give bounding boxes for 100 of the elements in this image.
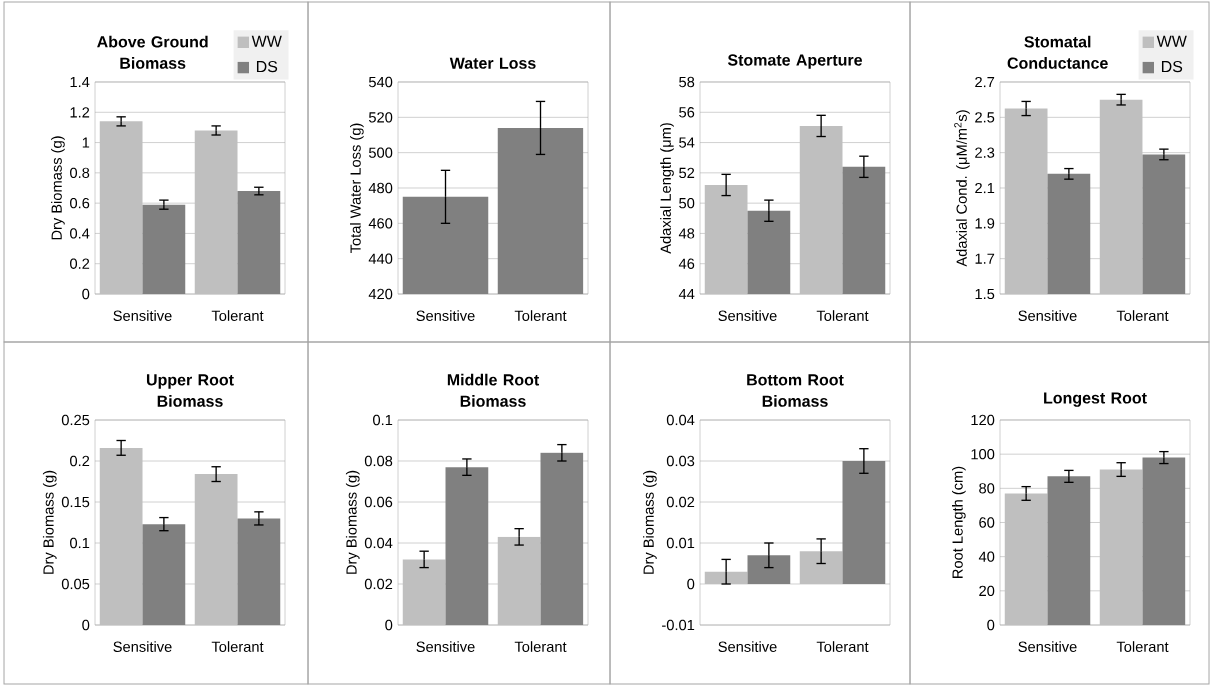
y-tick-label: 0.02 [666,496,695,508]
y-tick-label: 2.7 [975,76,995,88]
chart-title: Stomate Aperture [727,54,863,69]
y-tick-label: 0.04 [364,537,393,549]
y-tick-label: 1.7 [975,253,995,264]
x-tick-label: Tolerant [1116,641,1169,652]
y-tick-label: 46 [678,258,695,269]
y-tick-label: 48 [678,228,695,239]
bar [799,551,843,584]
y-tick-label: 1.2 [70,107,90,118]
y-tick-label: 0.05 [61,578,90,590]
y-tick-label: 0 [82,619,90,631]
y-tick-label: 540 [368,76,393,88]
y-tick-label: -0.01 [662,619,695,631]
y-axis-title: Dry Biomass (g) [345,470,360,574]
y-tick-label: 2.1 [975,182,995,194]
x-tick-label: Sensitive [1018,310,1077,321]
y-tick-label: 0.03 [666,455,695,467]
y-tick-label: 0.2 [70,455,90,467]
y-tick-label: 0.6 [70,197,90,209]
x-tick-label: Tolerant [1116,310,1169,321]
y-tick-label: 80 [979,483,995,494]
y-tick-label: 58 [679,76,695,88]
y-tick-label: 52 [679,167,695,179]
y-tick-label: 0.2 [70,258,90,269]
y-tick-label: 0.1 [373,414,393,426]
y-tick-label: 60 [979,517,995,528]
chart-title: Bottom Root Biomass [747,374,844,407]
y-tick-label: 1.4 [70,76,90,88]
bar [747,555,791,584]
x-tick-label: Sensitive [113,310,172,321]
chart-title: Water Loss [449,57,536,69]
x-tick-label: Sensitive [718,310,777,321]
y-tick-label: 2.5 [975,112,995,123]
bar [402,559,446,625]
bar [445,467,489,625]
bar [237,191,281,294]
y-tick-label: 100 [971,448,995,460]
x-tick-label: Tolerant [514,310,567,321]
bar [540,452,584,625]
y-axis-title: Total Water Loss (g) [350,123,364,254]
y-tick-label: 44 [678,288,695,300]
x-tick-label: Tolerant [211,310,264,321]
x-tick-label: Sensitive [718,641,777,652]
bar [704,571,748,584]
legend-label: WW [251,35,282,47]
y-tick-label: 0 [82,288,90,300]
y-tick-label: 0.25 [61,414,90,426]
y-axis-title: Dry Biomass (g) [643,470,657,574]
bar [1142,457,1186,625]
bar [142,204,186,294]
y-tick-label: 0 [687,578,695,590]
x-tick-label: Sensitive [416,641,475,652]
x-tick-label: Sensitive [113,641,172,652]
x-tick-label: Sensitive [416,310,475,321]
legend-label: WW [1156,35,1187,47]
chart-title: Upper Root Biomass [146,374,234,407]
y-axis-title: Dry Biomass (g) [51,136,65,240]
bar [1047,476,1091,625]
chart-title: Stomatal Conductance [1007,35,1108,69]
y-tick-label: 1.9 [975,218,995,229]
y-tick-label: 0.15 [61,496,90,508]
x-tick-label: Sensitive [1018,641,1077,652]
bar [142,524,186,625]
bar [1099,469,1143,625]
y-axis-title: Dry Biomass (g) [42,470,57,574]
y-tick-label: 20 [979,585,995,597]
y-tick-label: 420 [368,288,393,300]
y-axis-title: Root Length (cm) [952,466,966,578]
y-tick-label: 0.04 [666,414,695,426]
y-tick-label: 0.08 [364,455,393,467]
y-tick-label: 120 [971,414,995,426]
x-tick-label: Tolerant [816,310,869,321]
y-axis-title: Adaxial Length (μm) [660,123,674,254]
y-tick-label: 0.8 [70,167,90,179]
legend-label: DS [256,60,278,73]
x-tick-label: Tolerant [816,641,869,652]
legend-label: DS [1161,60,1183,73]
y-tick-label: 520 [368,112,393,123]
bar [1004,493,1048,625]
bar [99,447,143,625]
x-tick-label: Tolerant [514,641,567,652]
y-tick-label: 500 [368,147,393,158]
y-tick-label: 54 [679,137,695,148]
y-tick-label: 0.06 [364,496,393,508]
y-tick-label: 50 [679,197,695,209]
y-tick-label: 0.02 [364,578,393,590]
y-tick-label: 460 [368,218,393,229]
x-tick-label: Tolerant [211,641,264,652]
y-tick-label: 0.01 [666,537,695,549]
y-tick-label: 0.4 [70,228,90,239]
bar [237,518,281,625]
y-tick-label: 0.1 [70,537,90,549]
y-tick-label: 0 [385,619,393,631]
y-tick-label: 480 [368,182,393,194]
chart-title: Above Ground Biomass [97,35,208,69]
chart-title: Middle Root Biomass [447,373,540,407]
y-tick-label: 0 [987,619,995,631]
y-axis-title: Adaxial Cond. (μM/m$^{2}$s) [954,110,970,267]
bar [194,130,238,294]
